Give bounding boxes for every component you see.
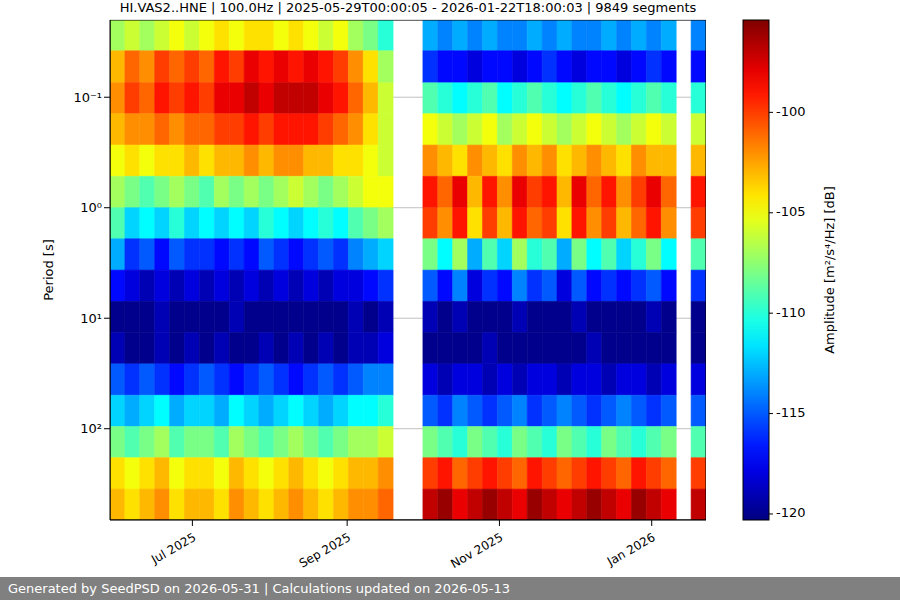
svg-text:Amplitude [m²/s⁴/Hz] [dB]: Amplitude [m²/s⁴/Hz] [dB] [822, 186, 837, 354]
svg-text:10¹: 10¹ [80, 311, 102, 326]
svg-text:10⁻¹: 10⁻¹ [73, 90, 102, 105]
svg-text:-115: -115 [776, 405, 806, 420]
svg-text:Period [s]: Period [s] [41, 239, 56, 301]
svg-text:Nov 2025: Nov 2025 [448, 530, 505, 571]
svg-text:HI.VAS2..HNE | 100.0Hz | 2025-: HI.VAS2..HNE | 100.0Hz | 2025-05-29T00:0… [120, 0, 697, 15]
svg-text:Generated by SeedPSD on 2026-0: Generated by SeedPSD on 2026-05-31 | Cal… [8, 581, 510, 596]
svg-text:10²: 10² [80, 421, 102, 436]
svg-text:Jul 2025: Jul 2025 [148, 530, 198, 567]
svg-text:-105: -105 [776, 204, 806, 219]
svg-text:10⁰: 10⁰ [80, 200, 102, 215]
svg-text:-110: -110 [776, 305, 806, 320]
svg-text:Jan 2026: Jan 2026 [604, 530, 658, 569]
svg-text:-120: -120 [776, 505, 806, 520]
svg-text:-100: -100 [776, 104, 806, 119]
svg-text:Sep 2025: Sep 2025 [297, 530, 353, 571]
